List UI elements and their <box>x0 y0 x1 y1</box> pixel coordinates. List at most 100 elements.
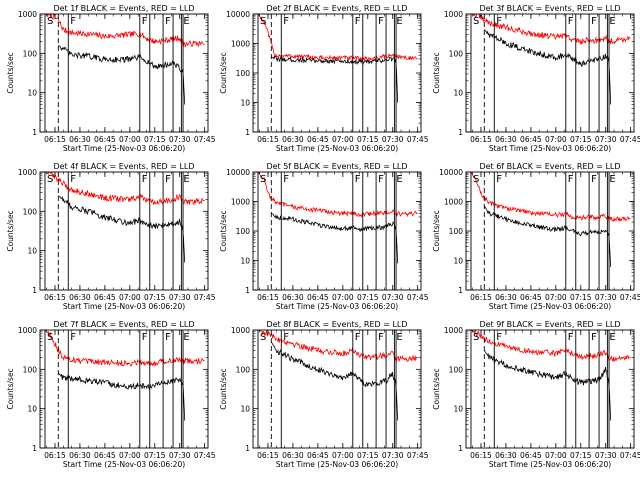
y-tick-label: 100 <box>236 365 251 374</box>
x-tick-label: 07:30 <box>382 135 404 144</box>
x-tick-label: 06:30 <box>282 135 304 144</box>
x-tick-label: 07:45 <box>407 293 429 302</box>
x-tick-label: 07:45 <box>407 451 429 460</box>
x-axis-label: Start Time (25-Nov-03 06:06:20) <box>276 460 398 469</box>
y-tick-label: 1000 <box>444 198 463 207</box>
y-tick-label: 10000 <box>439 168 463 177</box>
plot-frame <box>39 13 209 133</box>
y-axis-label: Counts/sec <box>432 368 441 409</box>
x-tick-label: 07:00 <box>545 451 567 460</box>
y-tick-label: 10 <box>453 405 463 414</box>
marker-label: F <box>165 16 171 27</box>
marker-label: F <box>70 332 76 343</box>
x-tick-label: 06:30 <box>495 293 517 302</box>
marker-label: S <box>47 332 53 343</box>
plot-title: Det 9f BLACK = Events, RED = LLD <box>479 320 620 329</box>
marker-label: F <box>496 332 502 343</box>
event-rate-line <box>58 195 186 263</box>
x-tick-label: 06:15 <box>257 293 279 302</box>
x-axis-label: Start Time (25-Nov-03 06:06:20) <box>489 302 611 311</box>
marker-label: S <box>260 174 266 185</box>
x-tick-label: 06:30 <box>495 451 517 460</box>
y-tick-label: 100 <box>236 227 251 236</box>
y-tick-label: 100 <box>23 365 38 374</box>
plot-frame <box>465 329 635 449</box>
x-tick-label: 06:30 <box>282 451 304 460</box>
x-tick-label: 07:45 <box>620 293 640 302</box>
x-tick-label: 06:15 <box>257 451 279 460</box>
x-axis-label: Start Time (25-Nov-03 06:06:20) <box>276 302 398 311</box>
marker-label: E <box>183 332 189 343</box>
y-axis-label: Counts/sec <box>219 368 228 409</box>
y-axis-label: Counts/sec <box>432 210 441 251</box>
marker-label: F <box>378 332 384 343</box>
x-tick-label: 06:30 <box>282 293 304 302</box>
x-tick-label: 07:15 <box>570 451 592 460</box>
y-axis-label: Counts/sec <box>6 368 15 409</box>
marker-label: F <box>355 332 361 343</box>
y-tick-label: 100 <box>23 49 38 58</box>
y-tick-label: 1 <box>32 128 37 137</box>
y-tick-label: 1000 <box>18 168 37 177</box>
x-axis-label: Start Time (25-Nov-03 06:06:20) <box>63 460 185 469</box>
x-tick-label: 06:45 <box>520 135 542 144</box>
plot-title: Det 7f BLACK = Events, RED = LLD <box>53 320 194 329</box>
marker-label: F <box>355 174 361 185</box>
x-tick-label: 07:00 <box>119 451 141 460</box>
lld-rate-line <box>470 14 631 45</box>
y-tick-label: 1 <box>245 286 250 295</box>
lld-rate-line <box>257 14 418 62</box>
y-tick-label: 1 <box>32 444 37 453</box>
plot-title: Det 5f BLACK = Events, RED = LLD <box>266 162 407 171</box>
x-tick-label: 07:00 <box>545 293 567 302</box>
marker-label: F <box>283 174 289 185</box>
marker-label: S <box>47 16 53 27</box>
y-tick-label: 1 <box>245 444 250 453</box>
marker-label: F <box>70 16 76 27</box>
lld-rate-line <box>257 330 418 363</box>
y-tick-label: 10 <box>453 89 463 98</box>
x-tick-label: 06:30 <box>495 135 517 144</box>
marker-label: S <box>47 174 53 185</box>
x-tick-label: 06:15 <box>44 451 66 460</box>
y-tick-label: 1 <box>458 286 463 295</box>
event-rate-line <box>270 341 399 421</box>
lld-rate-line <box>44 330 205 367</box>
event-rate-line <box>483 350 612 421</box>
plot-title: Det 3f BLACK = Events, RED = LLD <box>479 4 620 13</box>
x-tick-label: 07:15 <box>144 451 166 460</box>
marker-label: F <box>283 16 289 27</box>
event-rate-line <box>58 44 186 105</box>
x-tick-label: 06:30 <box>69 135 91 144</box>
y-tick-label: 10 <box>240 99 250 108</box>
x-tick-label: 06:15 <box>44 135 66 144</box>
y-tick-label: 1 <box>458 444 463 453</box>
y-tick-label: 100 <box>449 49 464 58</box>
x-tick-label: 07:15 <box>357 135 379 144</box>
x-tick-label: 07:15 <box>570 293 592 302</box>
y-tick-label: 10 <box>27 89 37 98</box>
marker-label: F <box>378 16 384 27</box>
y-axis-label: Counts/sec <box>219 210 228 251</box>
x-tick-label: 06:45 <box>94 293 116 302</box>
x-tick-label: 06:45 <box>307 451 329 460</box>
y-tick-label: 10000 <box>226 168 250 177</box>
y-tick-label: 10 <box>240 405 250 414</box>
lld-rate-line <box>257 172 418 218</box>
lld-rate-line <box>44 14 205 48</box>
x-tick-label: 06:30 <box>69 293 91 302</box>
marker-label: F <box>355 16 361 27</box>
x-axis-label: Start Time (25-Nov-03 06:06:20) <box>63 302 185 311</box>
x-tick-label: 06:45 <box>307 293 329 302</box>
x-axis-label: Start Time (25-Nov-03 06:06:20) <box>276 144 398 153</box>
marker-label: S <box>260 16 266 27</box>
lld-rate-line <box>470 330 631 362</box>
x-tick-label: 07:00 <box>332 135 354 144</box>
x-axis-label: Start Time (25-Nov-03 06:06:20) <box>489 460 611 469</box>
x-tick-label: 07:45 <box>620 135 640 144</box>
marker-label: E <box>396 332 402 343</box>
y-tick-label: 10 <box>27 247 37 256</box>
marker-label: E <box>609 332 615 343</box>
y-tick-label: 1000 <box>231 40 250 49</box>
